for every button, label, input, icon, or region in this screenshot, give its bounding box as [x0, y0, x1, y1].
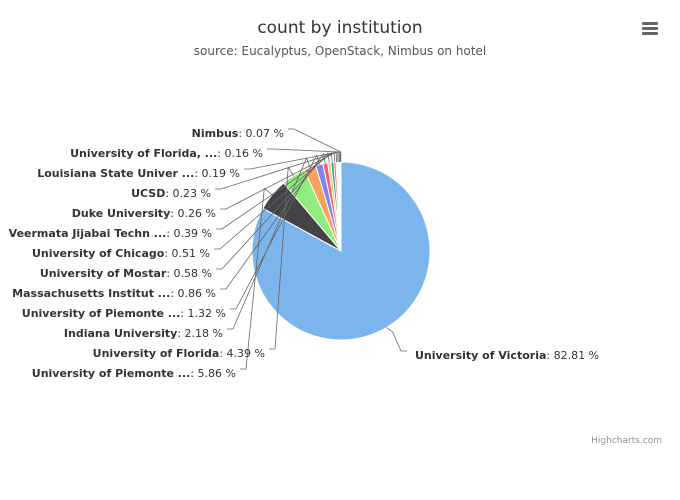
- data-label: Duke University: 0.26 %: [72, 207, 216, 220]
- data-label-name: University of Piemonte ...: [22, 307, 181, 320]
- label-connector: [216, 151, 336, 230]
- data-label-name: University of Chicago: [32, 247, 165, 260]
- data-label-name: University of Piemonte ...: [32, 367, 191, 380]
- label-connectors: [214, 128, 407, 370]
- data-label: Nimbus: 0.07 %: [192, 127, 284, 140]
- label-connector: [288, 128, 342, 162]
- menu-bar: [642, 32, 658, 35]
- label-connector: [216, 151, 330, 270]
- data-label-value: : 5.86 %: [190, 367, 236, 380]
- label-connector: [230, 153, 320, 310]
- label-connector: [386, 327, 407, 352]
- data-label-value: : 4.39 %: [219, 347, 265, 360]
- data-label-value: : 0.19 %: [194, 167, 240, 180]
- data-label-name: Duke University: [72, 207, 171, 220]
- data-label-name: Indiana University: [64, 327, 177, 340]
- pie-slices: [251, 161, 431, 341]
- data-label-name: Massachusetts Institut ...: [12, 287, 170, 300]
- data-label: UCSD: 0.23 %: [131, 187, 211, 200]
- data-label-value: : 1.32 %: [180, 307, 226, 320]
- chart-title: count by institution: [257, 18, 422, 38]
- data-label-value: : 0.07 %: [238, 127, 284, 140]
- data-labels: University of Victoria: 82.81 %Universit…: [9, 127, 599, 380]
- chart-subtitle: source: Eucalyptus, OpenStack, Nimbus on…: [194, 44, 486, 58]
- data-label-value: : 0.39 %: [166, 227, 212, 240]
- data-label: Massachusetts Institut ...: 0.86 %: [12, 287, 216, 300]
- menu-bar: [642, 22, 658, 25]
- hamburger-menu-icon[interactable]: [638, 18, 662, 40]
- data-label: Indiana University: 2.18 %: [64, 327, 223, 340]
- credits-link[interactable]: Highcharts.com: [591, 436, 662, 446]
- data-label-name: University of Victoria: [415, 349, 546, 362]
- data-label: University of Chicago: 0.51 %: [32, 247, 210, 260]
- label-connector: [267, 148, 341, 163]
- data-label: Louisiana State Univer ...: 0.19 %: [37, 167, 240, 180]
- label-connector: [220, 151, 337, 210]
- data-label-name: Veermata Jijabai Techn ...: [9, 227, 167, 240]
- label-connector: [214, 151, 333, 250]
- label-connector: [244, 151, 340, 170]
- label-connector: [269, 166, 294, 350]
- data-label: University of Florida: 4.39 %: [93, 347, 265, 360]
- data-label-value: : 82.81 %: [546, 349, 599, 362]
- data-label-value: : 0.26 %: [170, 207, 216, 220]
- data-label-value: : 2.18 %: [177, 327, 223, 340]
- label-connector: [227, 157, 311, 330]
- data-label-name: University of Mostar: [40, 267, 167, 280]
- data-label: University of Victoria: 82.81 %: [415, 349, 599, 362]
- label-connector: [215, 151, 339, 190]
- data-label: University of Piemonte ...: 1.32 %: [22, 307, 226, 320]
- label-connector: [240, 187, 273, 370]
- data-label-name: Louisiana State Univer ...: [37, 167, 194, 180]
- data-label-name: University of Florida: [93, 347, 220, 360]
- data-label: University of Mostar: 0.58 %: [40, 267, 212, 280]
- data-label-value: : 0.86 %: [170, 287, 216, 300]
- data-label-value: : 0.16 %: [217, 147, 263, 160]
- data-label-name: UCSD: [131, 187, 165, 200]
- data-label: University of Piemonte ...: 5.86 %: [32, 367, 236, 380]
- data-label-name: University of Florida, ...: [70, 147, 217, 160]
- data-label-value: : 0.51 %: [164, 247, 210, 260]
- data-label-value: : 0.23 %: [165, 187, 211, 200]
- data-label: Veermata Jijabai Techn ...: 0.39 %: [9, 227, 212, 240]
- data-label-name: Nimbus: [192, 127, 239, 140]
- menu-bar: [642, 27, 658, 30]
- data-label: University of Florida, ...: 0.16 %: [70, 147, 263, 160]
- data-label-value: : 0.58 %: [166, 267, 212, 280]
